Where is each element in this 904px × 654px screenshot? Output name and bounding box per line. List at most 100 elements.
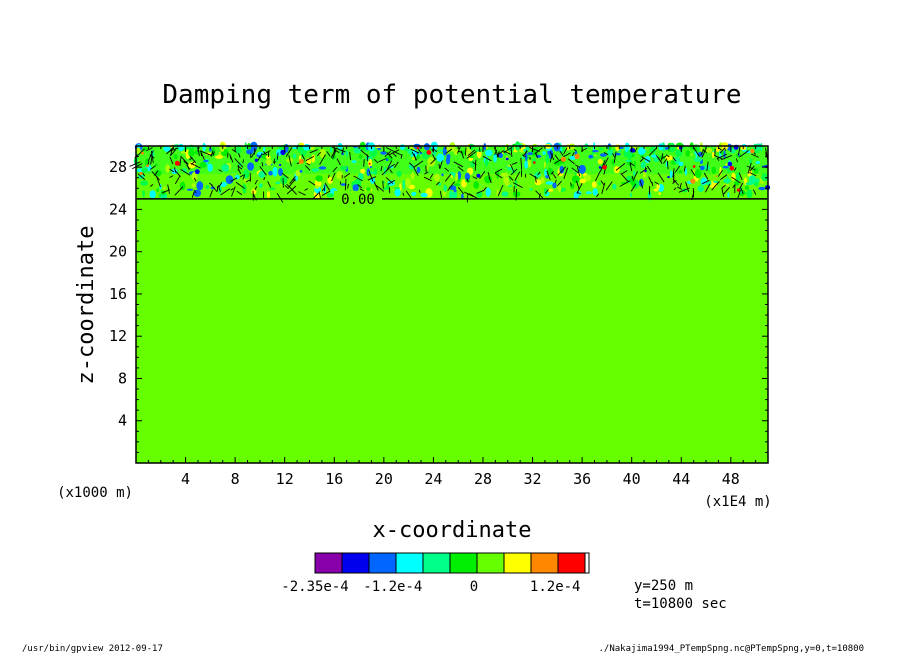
noise-contour [259, 166, 267, 176]
noise-blob [318, 166, 327, 170]
noise-contour [273, 160, 276, 165]
noise-contour [613, 151, 617, 164]
noise-contour [388, 187, 391, 194]
noise-contour [594, 170, 602, 182]
noise-contour [382, 180, 384, 189]
noise-blob [722, 165, 729, 169]
noise-blob [624, 142, 630, 153]
colorbar-tick-label: 0 [470, 579, 478, 595]
noise-blob [716, 146, 720, 153]
noise-contour [605, 181, 613, 191]
noise-contour [457, 186, 465, 195]
noise-contour [549, 153, 554, 163]
noise-spot [254, 158, 259, 162]
noise-blob [633, 170, 636, 177]
noise-contour [639, 180, 644, 189]
noise-contour [273, 158, 276, 164]
noise-spot [141, 151, 145, 155]
noise-blob [547, 188, 554, 192]
noise-blob [723, 150, 726, 160]
noise-blob [427, 156, 436, 167]
noise-contour [735, 158, 738, 163]
noise-blob [544, 168, 547, 177]
noise-blob [711, 151, 715, 158]
noise-spot [139, 171, 143, 175]
noise-contour [367, 176, 377, 181]
noise-contour [514, 171, 521, 181]
colorbar-swatch [449, 552, 478, 574]
noise-contour [661, 155, 667, 160]
noise-blob [689, 153, 693, 156]
noise-blob [266, 191, 271, 199]
noise-contour [718, 147, 722, 151]
noise-spot [715, 175, 718, 178]
noise-blob [225, 175, 234, 185]
noise-blob [630, 176, 636, 186]
noise-blob [399, 183, 402, 192]
noise-blob [443, 184, 447, 192]
noise-contour [749, 171, 757, 177]
noise-contour [357, 184, 363, 189]
noise-contour [209, 190, 213, 198]
noise-contour [332, 166, 338, 173]
noise-blob [329, 146, 333, 153]
noise-blob [508, 184, 512, 187]
noise-contour [600, 180, 605, 186]
noise-spot [630, 147, 635, 153]
noise-blob [612, 183, 617, 190]
noise-contour [717, 170, 723, 177]
noise-contour [197, 149, 200, 157]
noise-contour [180, 169, 191, 176]
noise-contour [267, 181, 272, 188]
noise-blob [588, 154, 594, 159]
noise-blob [433, 173, 440, 182]
noise-contour [537, 171, 541, 176]
noise-contour [554, 154, 559, 161]
noise-contour [200, 152, 205, 160]
noise-blob [626, 149, 632, 160]
colorbar-swatch [314, 552, 343, 574]
noise-contour [676, 186, 683, 190]
noise-contour [411, 151, 418, 161]
noise-contour [563, 147, 568, 155]
noise-blob [142, 146, 148, 152]
noise-contour [231, 149, 237, 153]
noise-blob [496, 188, 499, 196]
noise-contour [412, 164, 419, 176]
noise-blob [269, 187, 276, 190]
noise-contour [555, 179, 557, 183]
noise-contour [199, 150, 211, 156]
noise-contour [576, 182, 583, 194]
noise-contour [230, 188, 234, 191]
noise-blob [221, 164, 230, 172]
noise-contour [394, 151, 402, 156]
noise-contour [257, 152, 263, 162]
noise-spot [545, 175, 549, 179]
noise-blob [524, 160, 529, 169]
y-tick-label: 24 [109, 200, 127, 218]
noise-contour [150, 184, 154, 187]
noise-spot [174, 160, 180, 166]
noise-contour [261, 162, 264, 167]
noise-contour [147, 150, 154, 162]
noise-contour [344, 178, 347, 191]
noise-spot [700, 165, 705, 171]
noise-contour [646, 165, 652, 173]
noise-blob [470, 160, 475, 168]
colorbar-swatch [557, 552, 586, 574]
noise-contour [380, 165, 383, 172]
noise-contour [534, 176, 537, 183]
noise-blob [744, 185, 750, 190]
noise-contour [384, 150, 392, 158]
noise-blob [158, 194, 162, 198]
noise-blob [436, 153, 445, 162]
noise-blob [268, 170, 273, 176]
noise-contour [563, 167, 569, 179]
noise-blob [544, 187, 548, 195]
y-axis: 4 8 12 16 20 24 28 [109, 156, 768, 453]
noise-contour [567, 158, 575, 165]
noise-contour [672, 156, 677, 162]
noise-spot [369, 165, 372, 169]
noise-contour [739, 150, 749, 158]
noise-contour [254, 186, 258, 191]
